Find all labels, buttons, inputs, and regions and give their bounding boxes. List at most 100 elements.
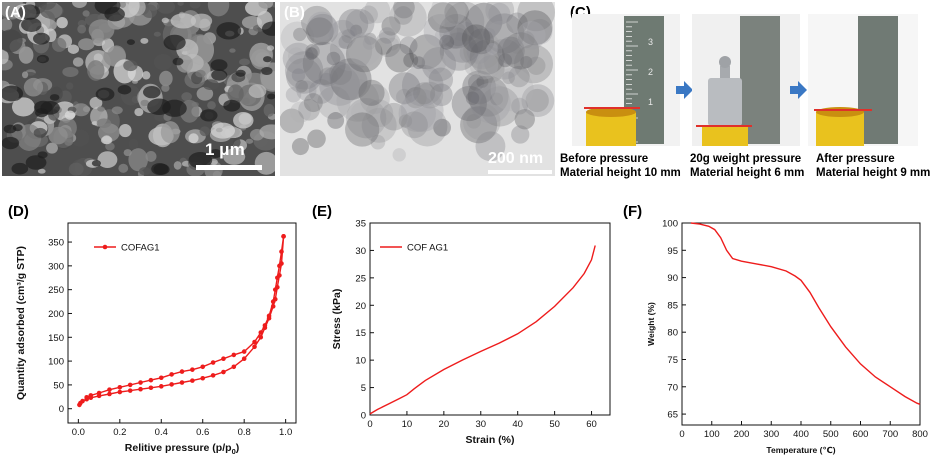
data-point [80,398,85,404]
x-tick-label: 1.0 [279,427,292,438]
data-point [158,375,164,381]
y-tick-label: 5 [361,383,366,394]
x-tick-label: 0 [679,429,684,440]
caption-photo-3: After pressure Material height 9 mm [816,152,930,180]
data-point [279,249,284,254]
data-point [107,391,112,397]
x-tick-label: 300 [763,429,779,440]
data-point [252,344,257,350]
y-tick-label: 0 [361,411,366,422]
y-tick-label: 95 [667,246,678,257]
caption-photo-2: 20g weight pressure Material height 6 mm [690,152,804,180]
data-point [252,339,257,345]
x-axis-label: Relitive pressure (p/p0) [125,442,239,455]
data-point [221,356,226,362]
sem-image [2,2,275,176]
y-tick-label: 15 [355,328,366,339]
data-point [117,384,123,390]
data-point [169,382,174,387]
data-point [277,263,282,269]
x-tick-label: 60 [586,419,597,430]
y-tick-label: 30 [355,246,366,257]
data-point [200,375,206,381]
x-tick-label: 40 [512,419,523,430]
y-tick-label: 300 [48,261,64,272]
data-point [210,373,216,378]
legend-marker [102,244,108,250]
y-axis-label: Stress (kPa) [331,289,343,350]
x-tick-label: 100 [704,429,720,440]
x-tick-label: 0.6 [196,427,209,438]
data-point [241,356,247,362]
caption-photo-3-line2: Material height 9 mm [816,167,931,179]
data-point [96,390,102,396]
ruler-digit: 1 [648,97,653,107]
plot-frame [369,222,611,416]
data-point [138,386,143,392]
x-tick-label: 50 [549,419,560,430]
y-tick-label: 75 [667,355,678,366]
data-point [275,275,280,281]
x-tick-label: 700 [882,429,898,440]
data-point [117,389,123,395]
caption-photo-1: Before pressure Material height 10 mm [560,152,681,180]
scale-bar-a-label: 1 μm [205,140,245,159]
plot-frame [681,222,921,426]
legend-label: COFAG1 [121,243,160,254]
data-point [241,349,247,354]
x-axis-label: Strain (%) [465,434,514,446]
x-tick-label: 800 [912,429,928,440]
data-point [258,334,264,340]
y-tick-label: 100 [48,357,64,368]
arrow-icon-1 [676,81,693,99]
y-axis-label: Weight (%) [646,302,656,346]
x-tick-label: 600 [853,429,869,440]
data-point [127,388,133,393]
x-tick-label: 200 [734,429,750,440]
data-point [84,394,89,400]
data-point [179,369,185,374]
chart-e-stress-strain: 0 10 20 30 40 50 60 0 5 10 15 20 25 30 35 Strain (%) Str… [331,219,611,446]
data-point [169,372,174,377]
scale-bar-a [196,165,262,170]
data-point [179,380,185,385]
y-tick-label: 200 [48,309,64,320]
data-point [200,364,206,370]
caption-photo-1-line1: Before pressure [560,153,649,165]
x-tick-label: 500 [823,429,839,440]
chart-d-isotherm: 0.0 0.2 0.4 0.6 0.8 1.0 0 50 100 150 200 250 300 350 R… [15,222,297,455]
scale-bar-b [488,170,552,174]
x-tick-label: 0.8 [238,427,251,438]
x-tick-label: 20 [439,419,450,430]
data-point [138,380,143,385]
data-point [158,384,164,389]
x-tick-label: 0.2 [113,427,126,438]
caption-photo-1-line2: Material height 10 mm [560,167,681,179]
data-point [258,330,264,335]
x-tick-label: 400 [793,429,809,440]
data-point [148,377,154,383]
data-point [190,367,195,372]
data-point [272,287,278,292]
caption-photo-3-line1: After pressure [816,153,895,165]
caption-photo-2-line1: 20g weight pressure [690,153,802,165]
y-tick-label: 35 [355,219,366,230]
caption-photo-2-line2: Material height 6 mm [690,167,805,179]
y-tick-label: 25 [355,273,366,284]
y-tick-label: 20 [355,301,366,312]
data-point [107,387,112,392]
chart-f-tga: 0 100 200 300 400 500 600 700 800 65 70 75 80 85 90 95 1… [646,219,928,455]
y-tick-label: 100 [662,219,678,230]
x-tick-label: 0 [367,419,372,430]
series-line [369,245,596,415]
x-axis-label: Temperature (℃) [766,445,835,455]
y-tick-label: 350 [48,238,64,249]
y-tick-label: 50 [53,380,64,391]
arrow-icon-2 [790,81,807,99]
y-tick-label: 150 [48,333,64,344]
data-point [270,304,276,309]
photo-weight-pressure [692,14,800,146]
photo-before-pressure: 3 2 1 [572,14,680,146]
y-tick-label: 70 [667,382,678,393]
data-point [266,313,272,319]
